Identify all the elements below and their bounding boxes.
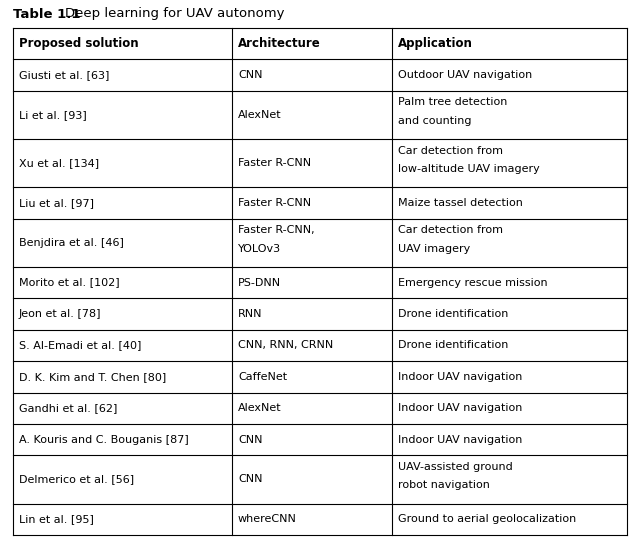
- Text: Lin et al. [95]: Lin et al. [95]: [19, 514, 94, 524]
- Text: RNN: RNN: [238, 309, 262, 319]
- Text: Indoor UAV navigation: Indoor UAV navigation: [398, 435, 522, 444]
- Text: D. K. Kim and T. Chen [80]: D. K. Kim and T. Chen [80]: [19, 372, 166, 382]
- Text: Drone identification: Drone identification: [398, 309, 508, 319]
- Text: A. Kouris and C. Bouganis [87]: A. Kouris and C. Bouganis [87]: [19, 435, 189, 444]
- Text: Architecture: Architecture: [238, 37, 321, 50]
- Text: Outdoor UAV navigation: Outdoor UAV navigation: [398, 70, 532, 80]
- Text: Application: Application: [398, 37, 473, 50]
- Text: Faster R-CNN,: Faster R-CNN,: [238, 225, 315, 235]
- Text: CNN: CNN: [238, 70, 262, 80]
- Text: robot navigation: robot navigation: [398, 480, 490, 490]
- Text: Car detection from: Car detection from: [398, 225, 503, 235]
- Text: Deep learning for UAV autonomy: Deep learning for UAV autonomy: [65, 8, 285, 21]
- Text: CNN: CNN: [238, 435, 262, 444]
- Text: Faster R-CNN: Faster R-CNN: [238, 198, 311, 208]
- Text: PS-DNN: PS-DNN: [238, 278, 281, 287]
- Text: Proposed solution: Proposed solution: [19, 37, 139, 50]
- Text: YOLOv3: YOLOv3: [238, 244, 281, 253]
- Text: AlexNet: AlexNet: [238, 110, 282, 120]
- Text: CNN: CNN: [238, 475, 262, 484]
- Text: S. Al-Emadi et al. [40]: S. Al-Emadi et al. [40]: [19, 340, 141, 350]
- Text: AlexNet: AlexNet: [238, 403, 282, 413]
- Text: Li et al. [93]: Li et al. [93]: [19, 110, 87, 120]
- Text: Morito et al. [102]: Morito et al. [102]: [19, 278, 120, 287]
- Text: Delmerico et al. [56]: Delmerico et al. [56]: [19, 475, 134, 484]
- Text: CaffeNet: CaffeNet: [238, 372, 287, 382]
- Text: Liu et al. [97]: Liu et al. [97]: [19, 198, 94, 208]
- Text: UAV-assisted ground: UAV-assisted ground: [398, 462, 513, 472]
- Text: Emergency rescue mission: Emergency rescue mission: [398, 278, 548, 287]
- Text: Drone identification: Drone identification: [398, 340, 508, 350]
- Text: Xu et al. [134]: Xu et al. [134]: [19, 158, 99, 168]
- Text: whereCNN: whereCNN: [238, 514, 297, 524]
- Text: Jeon et al. [78]: Jeon et al. [78]: [19, 309, 102, 319]
- Text: CNN, RNN, CRNN: CNN, RNN, CRNN: [238, 340, 333, 350]
- Text: Ground to aerial geolocalization: Ground to aerial geolocalization: [398, 514, 576, 524]
- Text: UAV imagery: UAV imagery: [398, 244, 470, 253]
- Text: Indoor UAV navigation: Indoor UAV navigation: [398, 403, 522, 413]
- Text: Giusti et al. [63]: Giusti et al. [63]: [19, 70, 109, 80]
- Text: low-altitude UAV imagery: low-altitude UAV imagery: [398, 164, 540, 174]
- Text: Table 1.1: Table 1.1: [13, 8, 81, 21]
- Text: Gandhi et al. [62]: Gandhi et al. [62]: [19, 403, 117, 413]
- Text: Maize tassel detection: Maize tassel detection: [398, 198, 523, 208]
- Text: Indoor UAV navigation: Indoor UAV navigation: [398, 372, 522, 382]
- Text: Benjdira et al. [46]: Benjdira et al. [46]: [19, 238, 124, 248]
- Text: Palm tree detection: Palm tree detection: [398, 97, 508, 107]
- Text: and counting: and counting: [398, 116, 472, 126]
- Text: Car detection from: Car detection from: [398, 146, 503, 156]
- Text: Faster R-CNN: Faster R-CNN: [238, 158, 311, 168]
